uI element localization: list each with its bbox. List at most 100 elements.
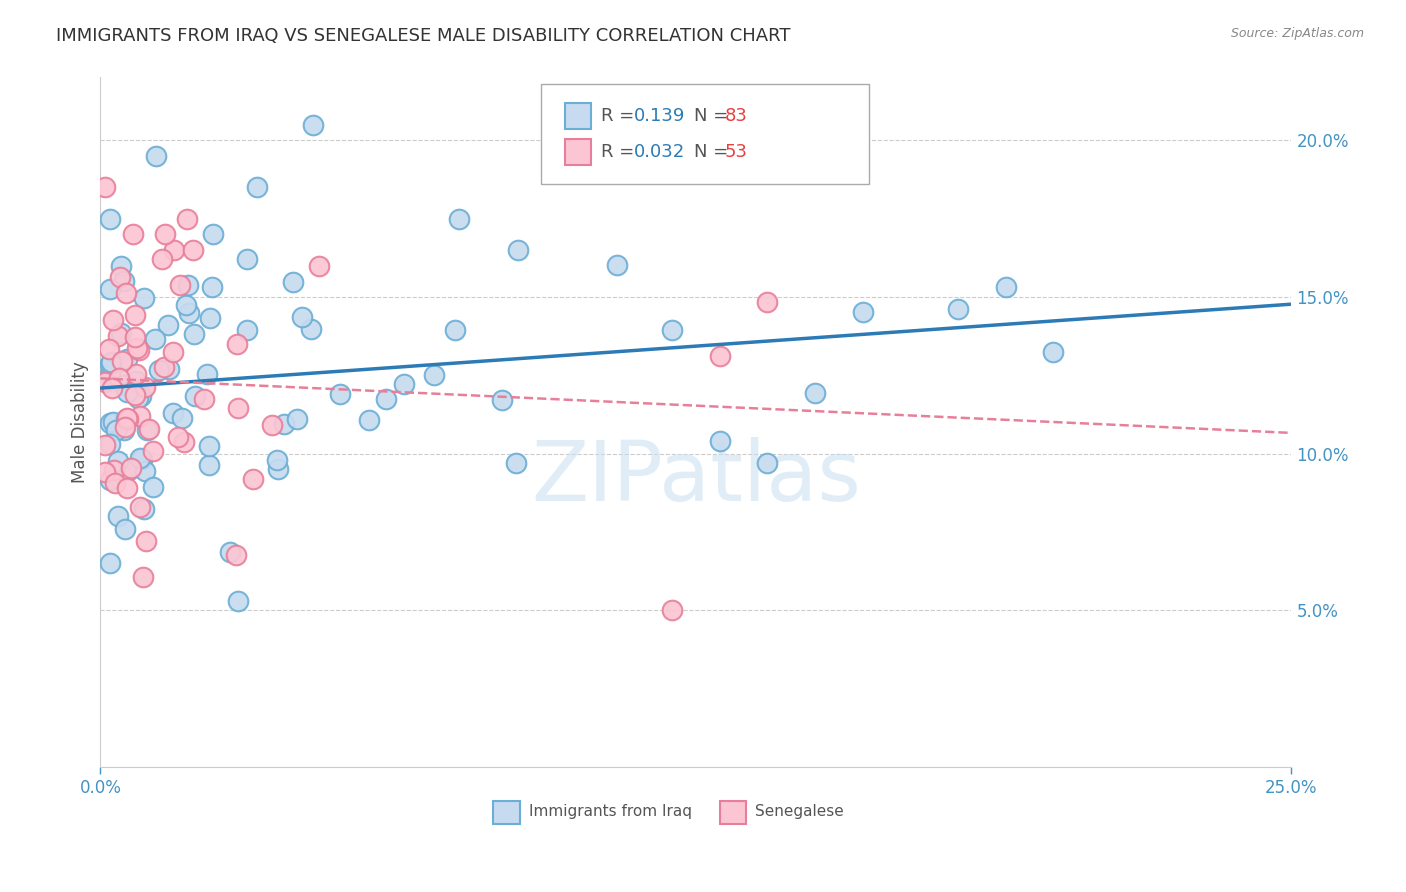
Point [169, 278, 191, 293]
Point [114, 420, 136, 434]
Point [225, 549, 247, 563]
Point [117, 412, 139, 426]
FancyBboxPatch shape [720, 801, 747, 823]
Point [756, 295, 779, 310]
Point [111, 353, 134, 368]
Point [110, 259, 132, 273]
Point [183, 389, 205, 403]
Point [98, 282, 121, 296]
Point [195, 367, 218, 381]
Point [176, 211, 198, 226]
Point [423, 368, 446, 383]
Point [107, 454, 129, 468]
Point [392, 377, 415, 392]
Text: R =: R = [600, 107, 640, 125]
Point [163, 243, 186, 257]
Point [98, 368, 121, 382]
Point [709, 434, 731, 448]
Point [218, 545, 240, 559]
Point [661, 323, 683, 337]
Point [357, 413, 380, 427]
Point [94, 465, 117, 479]
Point [155, 227, 177, 242]
Point [260, 417, 283, 432]
Point [236, 323, 259, 337]
Point [114, 523, 136, 537]
Point [852, 304, 875, 318]
FancyBboxPatch shape [565, 139, 591, 165]
Text: IMMIGRANTS FROM IRAQ VS SENEGALESE MALE DISABILITY CORRELATION CHART: IMMIGRANTS FROM IRAQ VS SENEGALESE MALE … [56, 27, 790, 45]
Point [198, 458, 221, 472]
Point [505, 456, 527, 470]
Point [176, 297, 198, 311]
Point [152, 359, 174, 374]
Point [143, 332, 166, 346]
Point [98, 474, 121, 488]
Point [108, 371, 131, 385]
Text: N =: N = [693, 107, 734, 125]
Point [661, 603, 683, 617]
Point [138, 422, 160, 436]
Point [125, 374, 148, 388]
Point [132, 501, 155, 516]
Point [135, 534, 157, 549]
Point [173, 434, 195, 449]
Point [159, 362, 181, 376]
Point [107, 329, 129, 343]
Point [103, 313, 125, 327]
Point [124, 330, 146, 344]
Point [115, 481, 138, 495]
Text: 0.139: 0.139 [634, 107, 685, 125]
Point [136, 423, 159, 437]
Point [127, 391, 149, 405]
Point [308, 259, 330, 273]
Point [115, 385, 138, 400]
Point [994, 280, 1017, 294]
Point [198, 310, 221, 325]
Point [128, 343, 150, 357]
Text: N =: N = [693, 143, 734, 161]
Point [98, 417, 121, 431]
Text: 0.032: 0.032 [634, 143, 685, 161]
Point [124, 388, 146, 402]
Point [329, 386, 352, 401]
Point [118, 463, 141, 477]
Point [226, 336, 249, 351]
Point [756, 456, 779, 470]
Point [120, 461, 142, 475]
Point [226, 594, 249, 608]
Point [134, 464, 156, 478]
Point [100, 354, 122, 368]
Point [491, 393, 513, 408]
Point [131, 389, 153, 403]
Point [946, 302, 969, 317]
Point [804, 386, 827, 401]
Point [111, 377, 134, 392]
Point [103, 463, 125, 477]
Point [177, 306, 200, 320]
Point [291, 310, 314, 325]
Point [104, 423, 127, 437]
Point [1042, 345, 1064, 359]
Text: Immigrants from Iraq: Immigrants from Iraq [529, 805, 692, 820]
Point [183, 327, 205, 342]
Point [142, 480, 165, 494]
Point [122, 227, 145, 242]
Point [104, 476, 127, 491]
Text: ZIPatlas: ZIPatlas [531, 437, 860, 518]
Point [443, 322, 465, 336]
Point [131, 452, 153, 467]
Point [150, 252, 173, 267]
Point [125, 368, 148, 382]
Point [134, 379, 156, 393]
Point [129, 409, 152, 423]
Point [202, 227, 225, 242]
Point [110, 326, 132, 340]
Point [94, 180, 117, 194]
Text: Source: ZipAtlas.com: Source: ZipAtlas.com [1230, 27, 1364, 40]
FancyBboxPatch shape [541, 85, 869, 185]
Point [285, 411, 308, 425]
Point [183, 243, 205, 257]
Text: R =: R = [600, 143, 640, 161]
FancyBboxPatch shape [565, 103, 591, 129]
